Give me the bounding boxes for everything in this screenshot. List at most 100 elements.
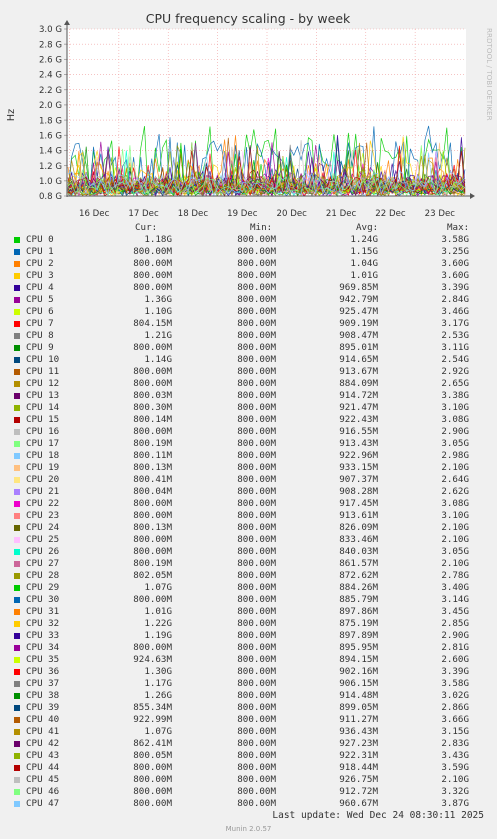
legend-value-min: 800.00M bbox=[237, 270, 276, 281]
legend-value-max: 3.60G bbox=[441, 258, 469, 269]
legend-series-name: CPU 15 bbox=[26, 414, 60, 425]
legend-row: CPU 29 1.07G 800.00M 884.26M 3.40G bbox=[0, 582, 497, 594]
legend-row: CPU 38 1.26G 800.00M 914.48M 3.02G bbox=[0, 690, 497, 702]
legend-swatch bbox=[14, 417, 20, 423]
legend-swatch bbox=[14, 549, 20, 555]
legend-series-name: CPU 28 bbox=[26, 570, 60, 581]
legend-series-name: CPU 18 bbox=[26, 450, 60, 461]
legend-swatch bbox=[14, 561, 20, 567]
legend-value-min: 800.00M bbox=[237, 582, 276, 593]
legend-value-cur: 800.00M bbox=[133, 498, 172, 509]
legend-value-cur: 800.00M bbox=[133, 282, 172, 293]
legend-value-min: 800.00M bbox=[237, 618, 276, 629]
legend-row: CPU 30 800.00M 800.00M 885.79M 3.14G bbox=[0, 594, 497, 606]
legend-value-max: 2.54G bbox=[441, 354, 469, 365]
legend-value-max: 2.90G bbox=[441, 630, 469, 641]
legend-value-min: 800.00M bbox=[237, 450, 276, 461]
legend-row: CPU 4 800.00M 800.00M 969.85M 3.39G bbox=[0, 282, 497, 294]
y-axis-arrow-icon bbox=[64, 20, 70, 25]
legend-value-cur: 800.00M bbox=[133, 366, 172, 377]
legend-series-name: CPU 25 bbox=[26, 534, 60, 545]
legend-value-min: 800.00M bbox=[237, 750, 276, 761]
legend-value-min: 800.00M bbox=[237, 294, 276, 305]
legend-value-max: 2.86G bbox=[441, 702, 469, 713]
legend-value-max: 3.59G bbox=[441, 762, 469, 773]
legend-series-name: CPU 23 bbox=[26, 510, 60, 521]
y-tick-label: 1.0 G bbox=[39, 177, 62, 187]
legend-value-min: 800.00M bbox=[237, 426, 276, 437]
legend-value-cur: 1.01G bbox=[144, 606, 172, 617]
legend-row: CPU 28 802.05M 800.00M 872.62M 2.78G bbox=[0, 570, 497, 582]
legend-value-cur: 1.19G bbox=[144, 630, 172, 641]
legend-swatch bbox=[14, 441, 20, 447]
legend-value-cur: 800.00M bbox=[133, 594, 172, 605]
legend-swatch bbox=[14, 453, 20, 459]
legend-value-min: 800.00M bbox=[237, 366, 276, 377]
legend-series-name: CPU 47 bbox=[26, 798, 60, 809]
chart: CPU frequency scaling - by week Hz RRDTO… bbox=[0, 0, 497, 230]
legend-value-avg: 933.15M bbox=[339, 462, 378, 473]
legend-series-name: CPU 41 bbox=[26, 726, 60, 737]
x-tick-label: 16 Dec bbox=[79, 209, 110, 219]
legend-value-cur: 800.19M bbox=[133, 438, 172, 449]
legend-value-avg: 914.65M bbox=[339, 354, 378, 365]
legend-value-avg: 902.16M bbox=[339, 666, 378, 677]
legend-value-max: 2.92G bbox=[441, 366, 469, 377]
legend-value-max: 2.78G bbox=[441, 570, 469, 581]
legend-value-avg: 914.72M bbox=[339, 390, 378, 401]
legend-value-cur: 800.14M bbox=[133, 414, 172, 425]
legend-row: CPU 45 800.00M 800.00M 926.75M 2.10G bbox=[0, 774, 497, 786]
legend-value-max: 2.62G bbox=[441, 486, 469, 497]
legend-swatch bbox=[14, 321, 20, 327]
legend-value-max: 2.10G bbox=[441, 534, 469, 545]
legend-value-max: 3.39G bbox=[441, 666, 469, 677]
legend-row: CPU 46 800.00M 800.00M 912.72M 3.32G bbox=[0, 786, 497, 798]
legend-row: CPU 40 922.99M 800.00M 911.27M 3.66G bbox=[0, 714, 497, 726]
legend-series-name: CPU 24 bbox=[26, 522, 60, 533]
legend-value-cur: 800.00M bbox=[133, 546, 172, 557]
legend-value-avg: 921.47M bbox=[339, 402, 378, 413]
legend-series-name: CPU 19 bbox=[26, 462, 60, 473]
legend-value-avg: 885.79M bbox=[339, 594, 378, 605]
legend-swatch bbox=[14, 537, 20, 543]
legend-header-min: Min: bbox=[250, 222, 273, 233]
legend-value-max: 3.10G bbox=[441, 510, 469, 521]
legend-row: CPU 10 1.14G 800.00M 914.65M 2.54G bbox=[0, 354, 497, 366]
legend-value-cur: 800.00M bbox=[133, 426, 172, 437]
legend-value-min: 800.00M bbox=[237, 690, 276, 701]
legend-row: CPU 0 1.18G 800.00M 1.24G 3.58G bbox=[0, 234, 497, 246]
legend-value-cur: 924.63M bbox=[133, 654, 172, 665]
legend-swatch bbox=[14, 717, 20, 723]
legend-value-avg: 925.47M bbox=[339, 306, 378, 317]
legend-value-cur: 800.30M bbox=[133, 402, 172, 413]
legend-swatch bbox=[14, 609, 20, 615]
legend-row: CPU 11 800.00M 800.00M 913.67M 2.92G bbox=[0, 366, 497, 378]
legend-value-cur: 1.07G bbox=[144, 582, 172, 593]
rrdtool-watermark: RRDTOOL / TOBI OETIKER bbox=[485, 28, 494, 121]
legend-row: CPU 12 800.00M 800.00M 884.09M 2.65G bbox=[0, 378, 497, 390]
legend-value-avg: 906.15M bbox=[339, 678, 378, 689]
legend-value-avg: 826.09M bbox=[339, 522, 378, 533]
legend-value-min: 800.00M bbox=[237, 738, 276, 749]
legend-value-cur: 1.36G bbox=[144, 294, 172, 305]
legend-series-name: CPU 39 bbox=[26, 702, 60, 713]
legend-value-avg: 908.47M bbox=[339, 330, 378, 341]
legend-series-name: CPU 37 bbox=[26, 678, 60, 689]
legend-value-avg: 913.61M bbox=[339, 510, 378, 521]
legend-value-max: 2.85G bbox=[441, 618, 469, 629]
legend-value-min: 800.00M bbox=[237, 282, 276, 293]
legend-series-name: CPU 38 bbox=[26, 690, 60, 701]
legend-value-avg: 914.48M bbox=[339, 690, 378, 701]
legend-value-max: 3.10G bbox=[441, 402, 469, 413]
legend-swatch bbox=[14, 285, 20, 291]
legend-row: CPU 18 800.11M 800.00M 922.96M 2.98G bbox=[0, 450, 497, 462]
legend-value-cur: 1.07G bbox=[144, 726, 172, 737]
legend-value-min: 800.00M bbox=[237, 726, 276, 737]
chart-title: CPU frequency scaling - by week bbox=[146, 11, 351, 26]
legend-swatch bbox=[14, 693, 20, 699]
legend-value-avg: 907.37M bbox=[339, 474, 378, 485]
legend-series-name: CPU 46 bbox=[26, 786, 60, 797]
series-line-cpu-36 bbox=[67, 145, 466, 197]
legend-row: CPU 25 800.00M 800.00M 833.46M 2.10G bbox=[0, 534, 497, 546]
legend-row: CPU 43 800.05M 800.00M 922.31M 3.43G bbox=[0, 750, 497, 762]
